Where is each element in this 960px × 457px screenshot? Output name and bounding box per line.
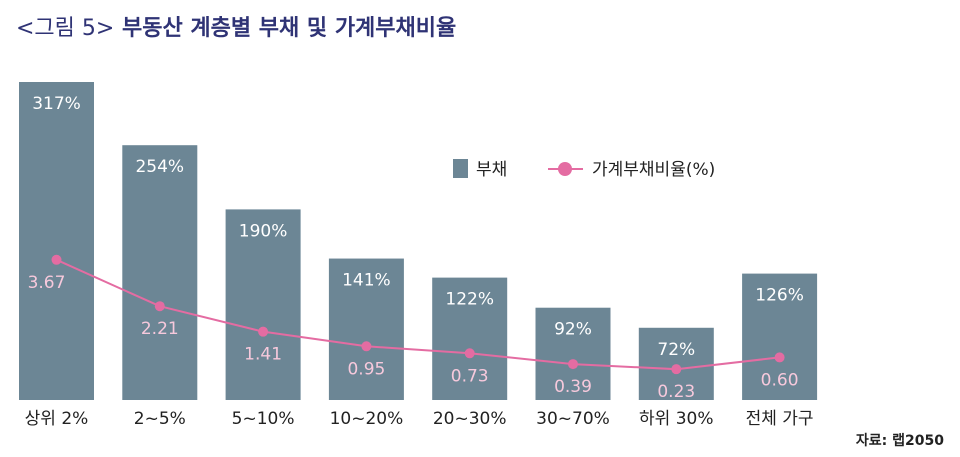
bar-7 [742,273,818,400]
legend-label-bar: 부채 [476,160,507,180]
chart-title-text: 부동산 계층별 부채 및 가계부채비율 [122,16,457,41]
bar-4 [432,277,508,400]
line-point-3 [361,341,372,352]
bar-value-label: 190% [239,221,288,241]
legend-label-ratio: 가계부채비율(%) [592,160,715,180]
line-point-4 [464,348,475,359]
line-value-label: 0.39 [554,377,592,397]
bar-0 [19,82,94,400]
bar-value-label: 141% [342,271,391,291]
line-value-label: 0.73 [451,366,489,386]
bar-value-label: 254% [135,157,184,177]
chart-title: <그림 5> 부동산 계층별 부채 및 가계부채비율 [16,10,456,42]
line-point-1 [154,301,165,312]
bar-value-label: 92% [554,320,592,340]
line-series-ratio [56,258,780,371]
legend-swatch-bar [453,159,468,178]
line-value-label: 0.95 [347,359,385,379]
x-tick-label: 2~5% [134,409,186,429]
line-value-label: 1.41 [244,345,282,365]
x-tick-label: 상위 2% [25,409,89,429]
line-value-label: 2.21 [141,319,179,339]
line-value-label: 0.60 [761,370,799,390]
line-value-label: 3.67 [28,273,66,293]
line-point-5 [568,359,578,370]
bar-2 [225,209,301,400]
bar-value-label: 72% [657,340,695,360]
line-point-7 [774,352,785,363]
line-point-0 [51,254,62,265]
x-tick-label: 하위 30% [639,409,713,429]
bar-value-label: 317% [32,94,81,114]
bar-5 [535,307,611,400]
line-value-label: 0.23 [657,382,695,402]
line-point-6 [671,364,682,375]
x-tick-label: 5~10% [232,409,295,429]
x-tick-label: 20~30% [433,409,507,429]
bar-value-label: 126% [755,286,804,306]
bar-value-label: 122% [445,290,494,310]
bar-6 [638,327,714,400]
bar-1 [122,145,198,400]
line-point-2 [258,326,269,337]
x-tick-label: 10~20% [330,409,404,429]
x-tick-label: 전체 가구 [746,409,814,429]
source-note: 자료: 랩2050 [855,433,944,449]
bar-3 [328,258,404,400]
figure-number: <그림 5> [16,16,115,41]
legend-marker-ratio [558,162,572,176]
x-tick-label: 30~70% [536,409,610,429]
